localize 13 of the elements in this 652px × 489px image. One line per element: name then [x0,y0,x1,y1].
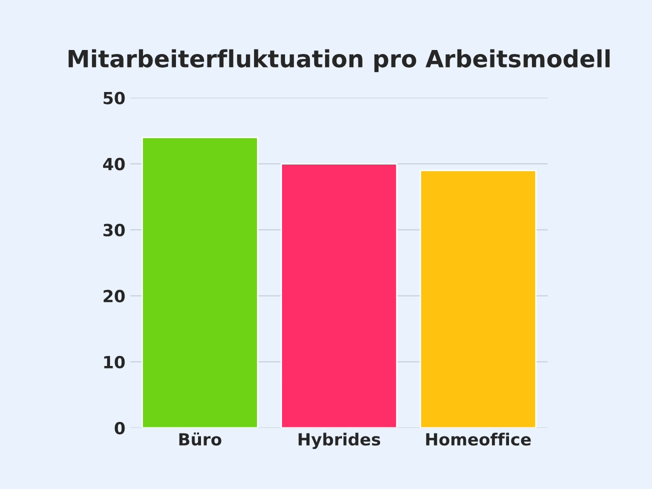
x-tick-label: Homeoffice [426,432,531,446]
bar [142,136,258,428]
y-tick-label: 40 [103,158,125,170]
y-tick-label: 0 [114,422,125,434]
y-tick-label: 10 [104,356,125,368]
x-tick-label: Hybrides [298,432,380,449]
bar [280,163,398,428]
y-tick-label: 20 [104,290,125,302]
y-tick-label: 50 [104,92,125,104]
x-tick-label: Büro [179,432,222,446]
y-tick-label: 30 [103,224,125,236]
bar [420,170,537,428]
chart-title: Mitarbeiterfluktuation pro Arbeitsmodell [68,49,610,72]
